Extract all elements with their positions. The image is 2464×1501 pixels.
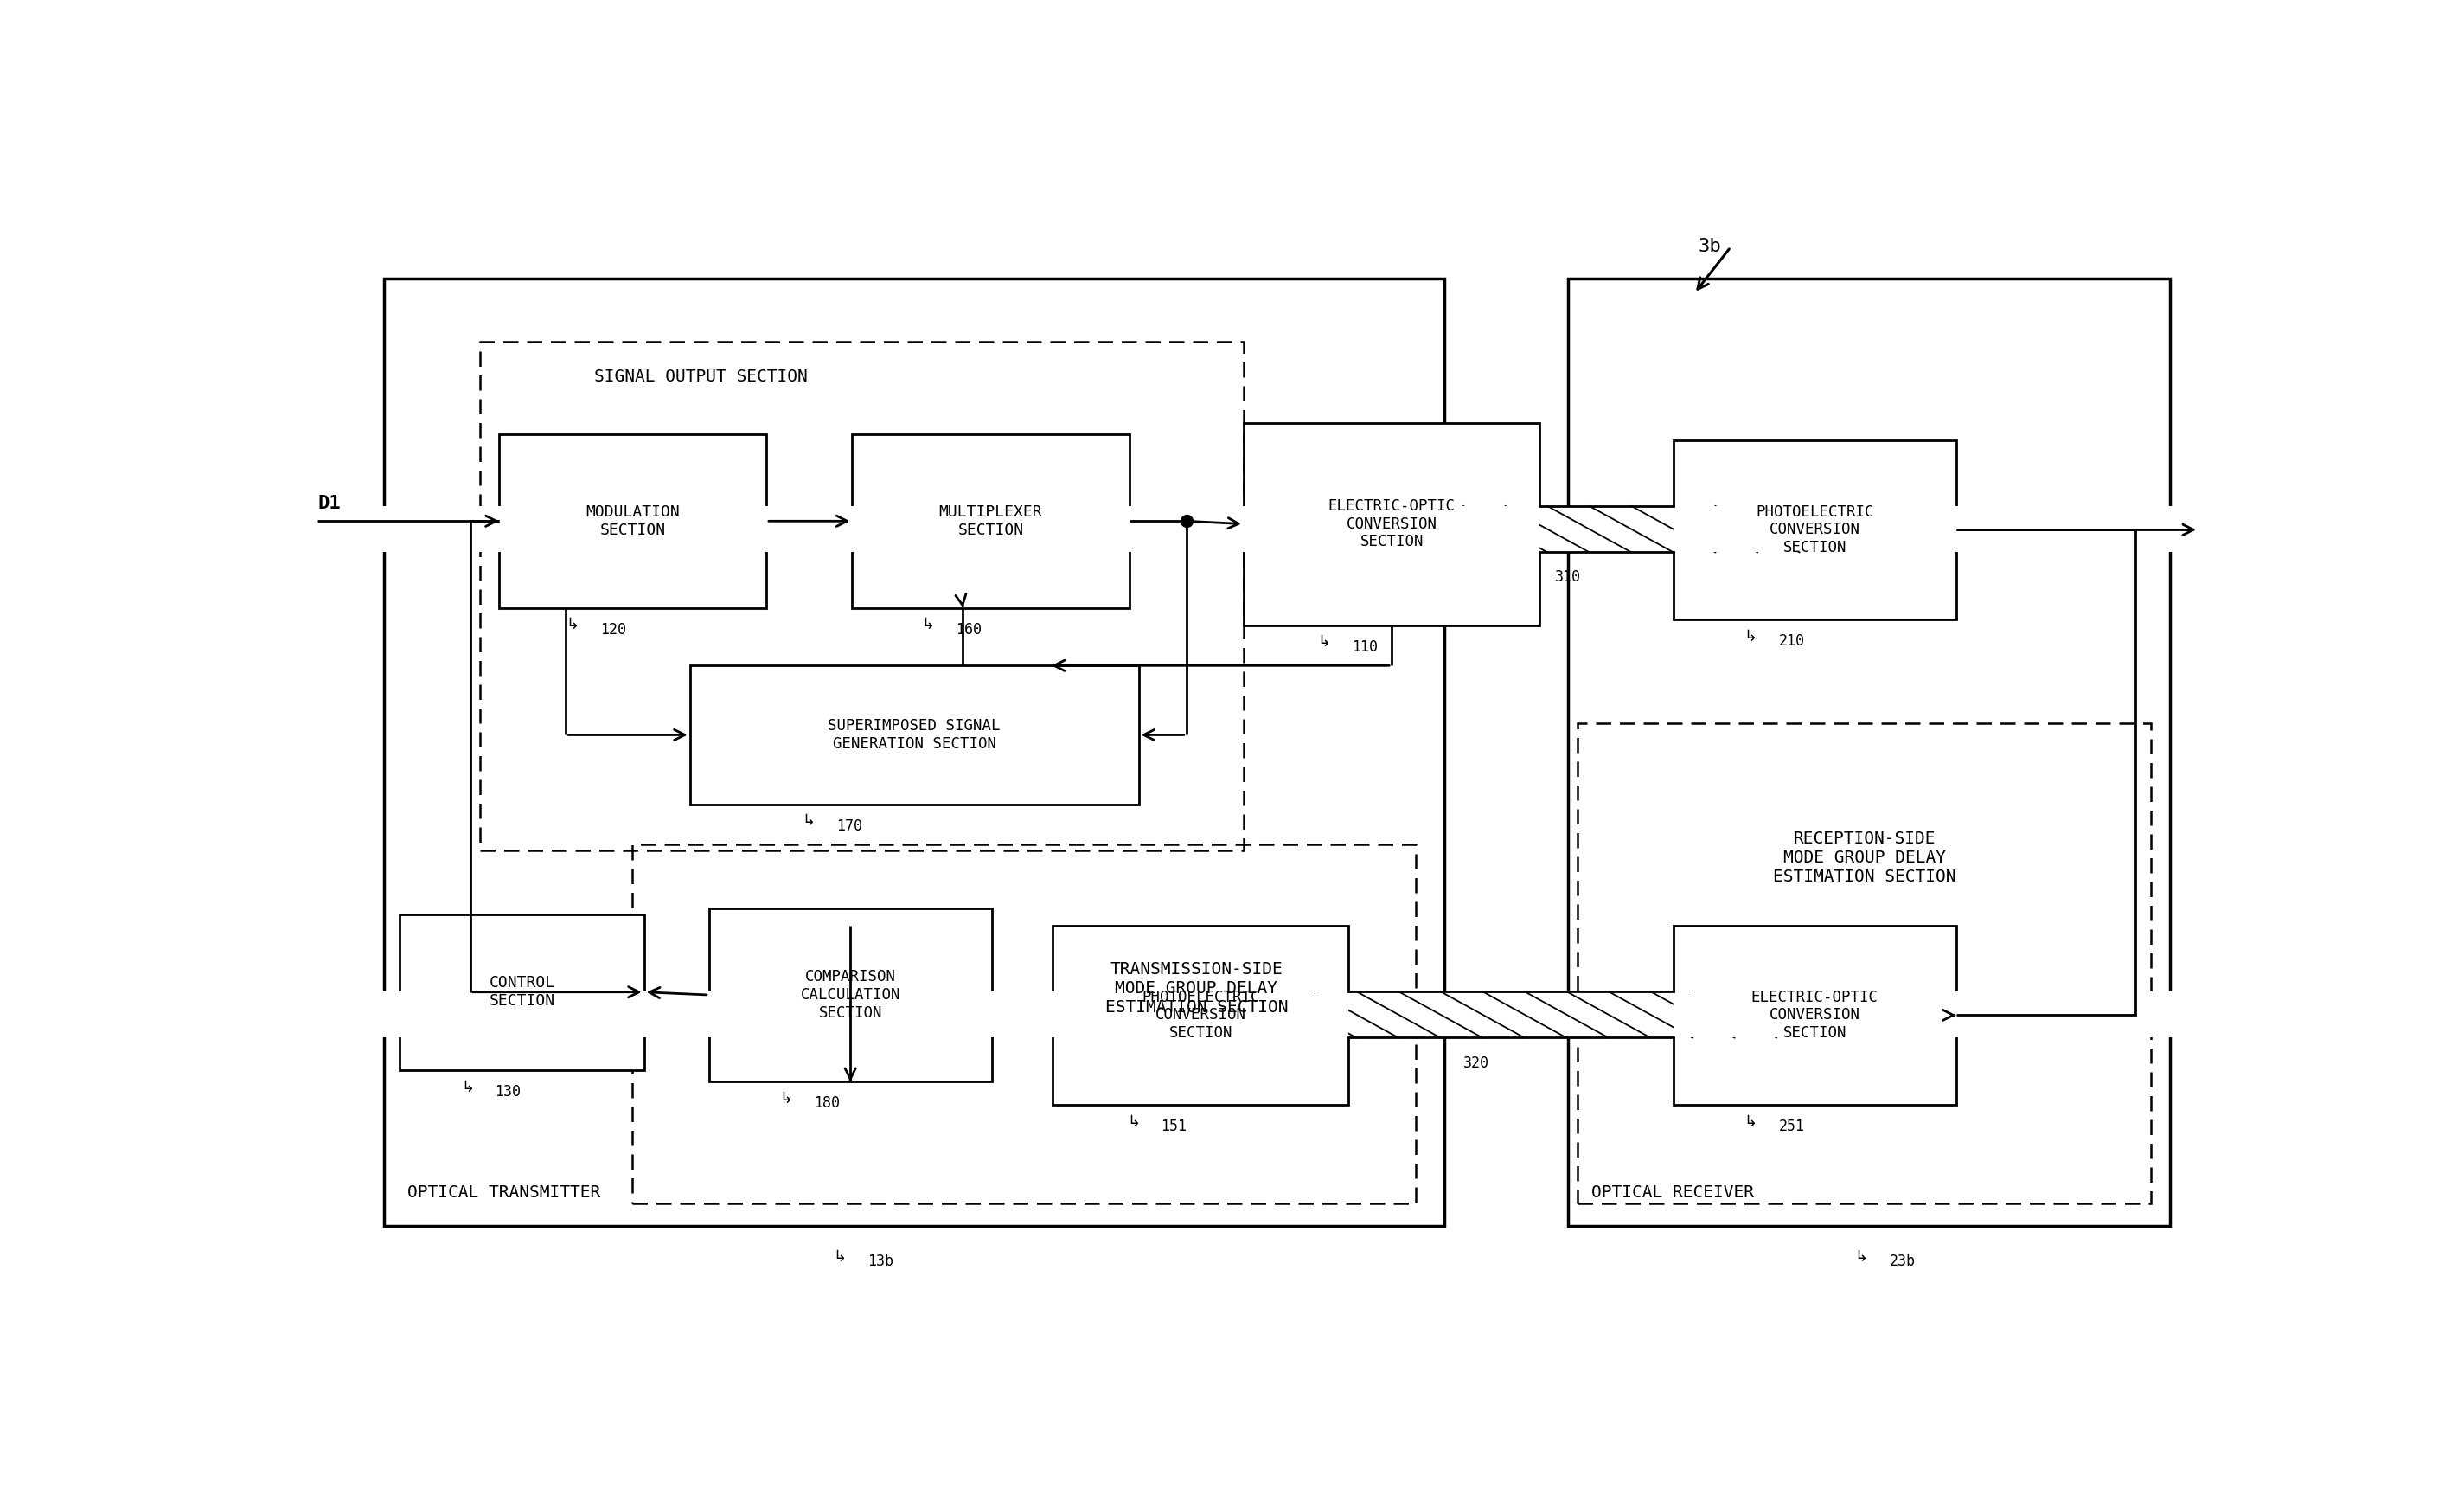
Text: SIGNAL OUTPUT SECTION: SIGNAL OUTPUT SECTION <box>594 368 808 384</box>
Text: ELECTRIC-OPTIC
CONVERSION
SECTION: ELECTRIC-OPTIC CONVERSION SECTION <box>1752 989 1878 1042</box>
Text: ↳: ↳ <box>461 1079 473 1094</box>
Bar <box>384 278 1444 1226</box>
Bar <box>1244 423 1540 624</box>
Text: ↳: ↳ <box>1745 629 1757 644</box>
Bar <box>1052 926 1348 1105</box>
Text: RECEPTION-SIDE
MODE GROUP DELAY
ESTIMATION SECTION: RECEPTION-SIDE MODE GROUP DELAY ESTIMATI… <box>1774 830 1956 886</box>
Bar <box>1673 992 2218 1037</box>
Text: COMPARISON
CALCULATION
SECTION: COMPARISON CALCULATION SECTION <box>801 970 899 1021</box>
Bar <box>853 434 1129 608</box>
Text: OPTICAL TRANSMITTER: OPTICAL TRANSMITTER <box>407 1184 601 1201</box>
Text: ↳: ↳ <box>1855 1249 1868 1265</box>
Text: 130: 130 <box>495 1084 520 1100</box>
Text: TRANSMISSION-SIDE
MODE GROUP DELAY
ESTIMATION SECTION: TRANSMISSION-SIDE MODE GROUP DELAY ESTIM… <box>1104 961 1289 1015</box>
Text: MODULATION
SECTION: MODULATION SECTION <box>586 504 680 537</box>
Text: 3b: 3b <box>1698 239 1722 255</box>
Text: OPTICAL RECEIVER: OPTICAL RECEIVER <box>1592 1184 1754 1201</box>
Text: ↳: ↳ <box>833 1249 845 1265</box>
Bar <box>1673 506 2218 552</box>
Text: ↳: ↳ <box>779 1091 793 1106</box>
Bar <box>1540 506 1673 552</box>
Bar <box>633 845 1414 1202</box>
Text: PHOTOELECTRIC
CONVERSION
SECTION: PHOTOELECTRIC CONVERSION SECTION <box>1141 989 1259 1042</box>
Text: ↳: ↳ <box>1318 635 1331 650</box>
Bar <box>1577 723 2151 1202</box>
Text: 320: 320 <box>1464 1055 1488 1070</box>
Text: ↳: ↳ <box>1126 1114 1141 1130</box>
Text: ↳: ↳ <box>1745 1114 1757 1130</box>
Text: SUPERIMPOSED SIGNAL
GENERATION SECTION: SUPERIMPOSED SIGNAL GENERATION SECTION <box>828 717 1000 752</box>
Bar <box>480 342 1244 851</box>
Bar <box>308 506 1540 552</box>
Text: 120: 120 <box>601 621 626 638</box>
Bar <box>1673 926 1956 1105</box>
Text: ↳: ↳ <box>803 814 816 829</box>
Bar <box>690 665 1138 805</box>
Text: ↳: ↳ <box>567 617 579 632</box>
Text: 23b: 23b <box>1890 1253 1915 1270</box>
Text: 160: 160 <box>956 621 981 638</box>
Text: MULTIPLEXER
SECTION: MULTIPLEXER SECTION <box>939 504 1042 537</box>
Bar <box>1567 278 2171 1226</box>
Text: CONTROL
SECTION: CONTROL SECTION <box>488 976 554 1009</box>
Text: ↳: ↳ <box>922 617 934 632</box>
Text: 251: 251 <box>1779 1118 1804 1135</box>
Text: PHOTOELECTRIC
CONVERSION
SECTION: PHOTOELECTRIC CONVERSION SECTION <box>1757 504 1873 555</box>
Bar <box>498 434 766 608</box>
Text: 110: 110 <box>1353 639 1377 654</box>
Bar <box>1348 992 1673 1037</box>
Text: 180: 180 <box>813 1096 840 1111</box>
Text: 170: 170 <box>835 818 862 833</box>
Text: ELECTRIC-OPTIC
CONVERSION
SECTION: ELECTRIC-OPTIC CONVERSION SECTION <box>1328 498 1456 549</box>
Bar <box>399 914 643 1070</box>
Bar <box>308 992 1348 1037</box>
Text: 210: 210 <box>1779 633 1804 648</box>
Text: 310: 310 <box>1555 569 1582 585</box>
Bar <box>710 908 991 1082</box>
Text: 151: 151 <box>1161 1118 1188 1135</box>
Text: D1: D1 <box>318 494 340 512</box>
Text: 13b: 13b <box>867 1253 894 1270</box>
Bar <box>1673 440 1956 620</box>
